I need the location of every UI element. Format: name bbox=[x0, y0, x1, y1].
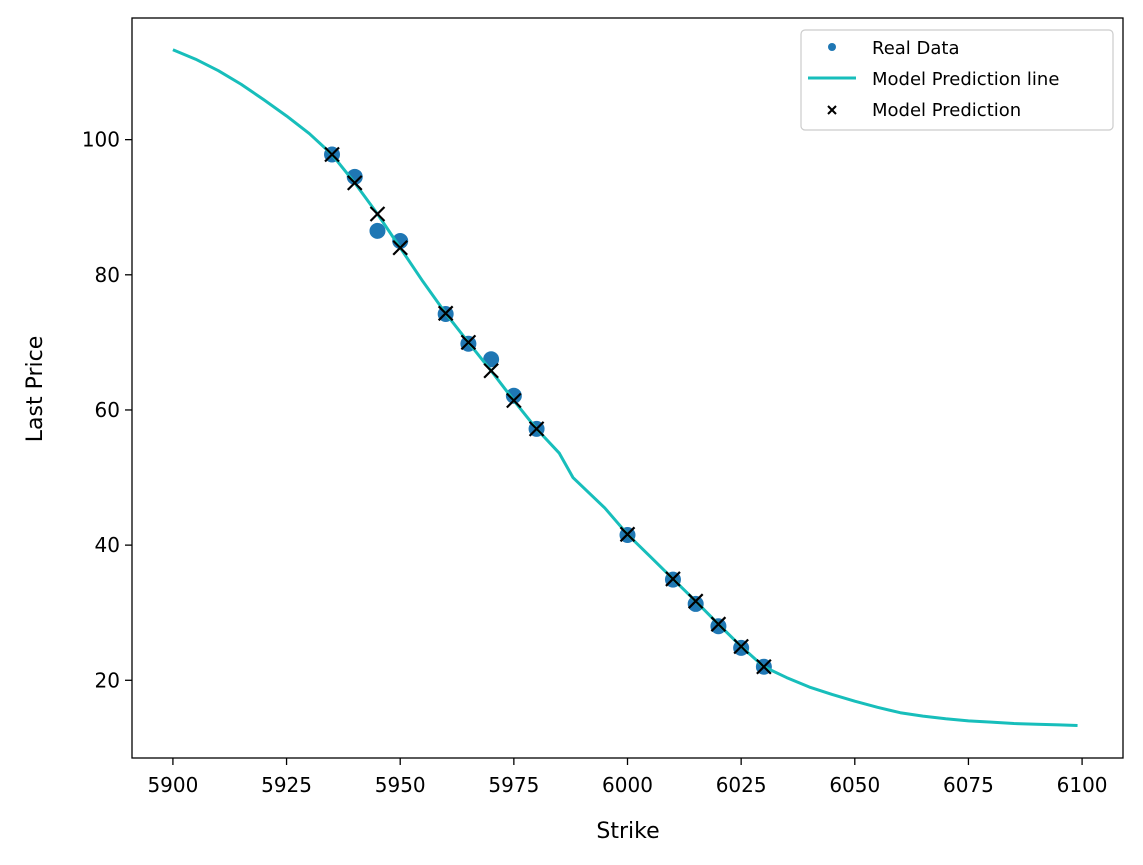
x-tick-label: 6050 bbox=[829, 773, 880, 797]
legend-label-model-line: Model Prediction line bbox=[872, 69, 1059, 90]
x-axis: 5900 5925 5950 5975 6000 6025 6050 6075 6100 bbox=[147, 758, 1108, 797]
model-prediction-marker bbox=[506, 392, 522, 409]
model-prediction-marker bbox=[733, 638, 749, 655]
model-prediction-marker bbox=[392, 239, 408, 256]
model-prediction-marker bbox=[369, 206, 386, 222]
real-data-point bbox=[687, 595, 704, 612]
x-tick-label: 6075 bbox=[943, 773, 994, 797]
real-data-point bbox=[483, 351, 500, 368]
model-prediction-marker bbox=[528, 421, 545, 437]
x-tick-label: 6025 bbox=[716, 773, 767, 797]
legend: Real Data Model Prediction line Model Pr… bbox=[800, 29, 1114, 131]
x-axis-title: Strike bbox=[596, 819, 659, 844]
legend-marker-real-data bbox=[828, 43, 836, 51]
y-tick-label: 100 bbox=[82, 128, 120, 152]
model-prediction-marker bbox=[346, 175, 363, 191]
real-data-point bbox=[369, 222, 386, 239]
model-prediction-marker bbox=[437, 305, 454, 322]
real-data-point bbox=[505, 387, 522, 404]
legend-marker-model-prediction bbox=[827, 105, 837, 115]
x-tick-label: 5925 bbox=[261, 773, 312, 797]
x-tick-label: 5950 bbox=[375, 773, 426, 797]
model-prediction-marker bbox=[460, 334, 477, 351]
model-prediction-marker bbox=[483, 362, 499, 379]
legend-label-model-prediction: Model Prediction bbox=[872, 100, 1021, 121]
model-prediction-marker bbox=[710, 616, 727, 632]
model-prediction-marker bbox=[687, 593, 704, 609]
y-axis: 20 40 60 80 100 bbox=[82, 128, 132, 692]
model-prediction-marker bbox=[756, 658, 772, 675]
y-axis-title: Last Price bbox=[23, 336, 48, 443]
plot-area bbox=[132, 18, 1123, 758]
x-tick-label: 6100 bbox=[1057, 773, 1108, 797]
x-tick-label: 6000 bbox=[602, 773, 653, 797]
model-prediction-marker bbox=[324, 146, 340, 163]
legend-label-real-data: Real Data bbox=[872, 38, 960, 59]
real-data-point bbox=[346, 168, 363, 185]
y-tick-label: 60 bbox=[95, 398, 120, 422]
x-tick-label: 5900 bbox=[147, 773, 198, 797]
model-prediction-marker bbox=[665, 571, 681, 587]
y-tick-label: 80 bbox=[95, 263, 120, 287]
model-prediction-marker bbox=[619, 526, 636, 543]
series-layer bbox=[172, 48, 1078, 728]
x-tick-label: 5975 bbox=[488, 773, 539, 797]
y-tick-label: 40 bbox=[95, 533, 120, 557]
y-tick-label: 20 bbox=[95, 668, 120, 692]
legend-box bbox=[800, 29, 1114, 131]
